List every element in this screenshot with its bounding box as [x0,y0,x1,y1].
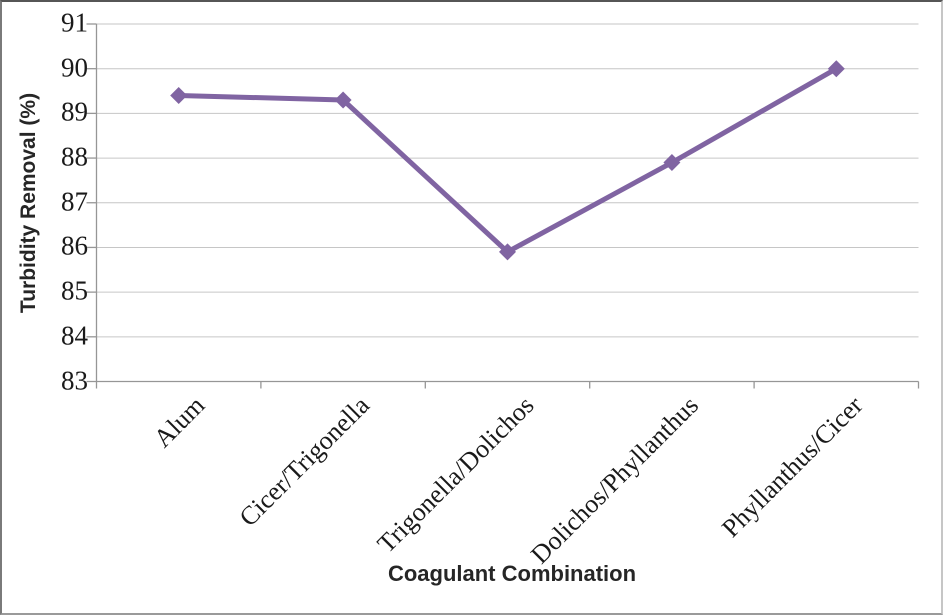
y-tick-label: 91 [61,7,88,38]
data-point-marker [499,243,516,261]
data-point-marker [827,60,845,78]
y-tick-label: 84 [61,320,88,351]
y-tick-label: 90 [61,52,88,83]
y-tick-label: 89 [61,96,88,127]
y-tick-label: 88 [61,141,88,172]
data-series-line [176,66,839,255]
y-axis-title: Turbidity Removal (%) [17,92,40,314]
y-tick-label: 83 [61,364,88,395]
y-tick-label: 85 [61,275,88,306]
data-point-marker [170,87,188,104]
data-point-marker [663,154,681,172]
data-point-marker [334,91,352,109]
y-tick-label: 86 [61,230,88,261]
y-tick-label: 87 [61,186,88,217]
x-axis-title: Coagulant Combination [387,561,637,586]
